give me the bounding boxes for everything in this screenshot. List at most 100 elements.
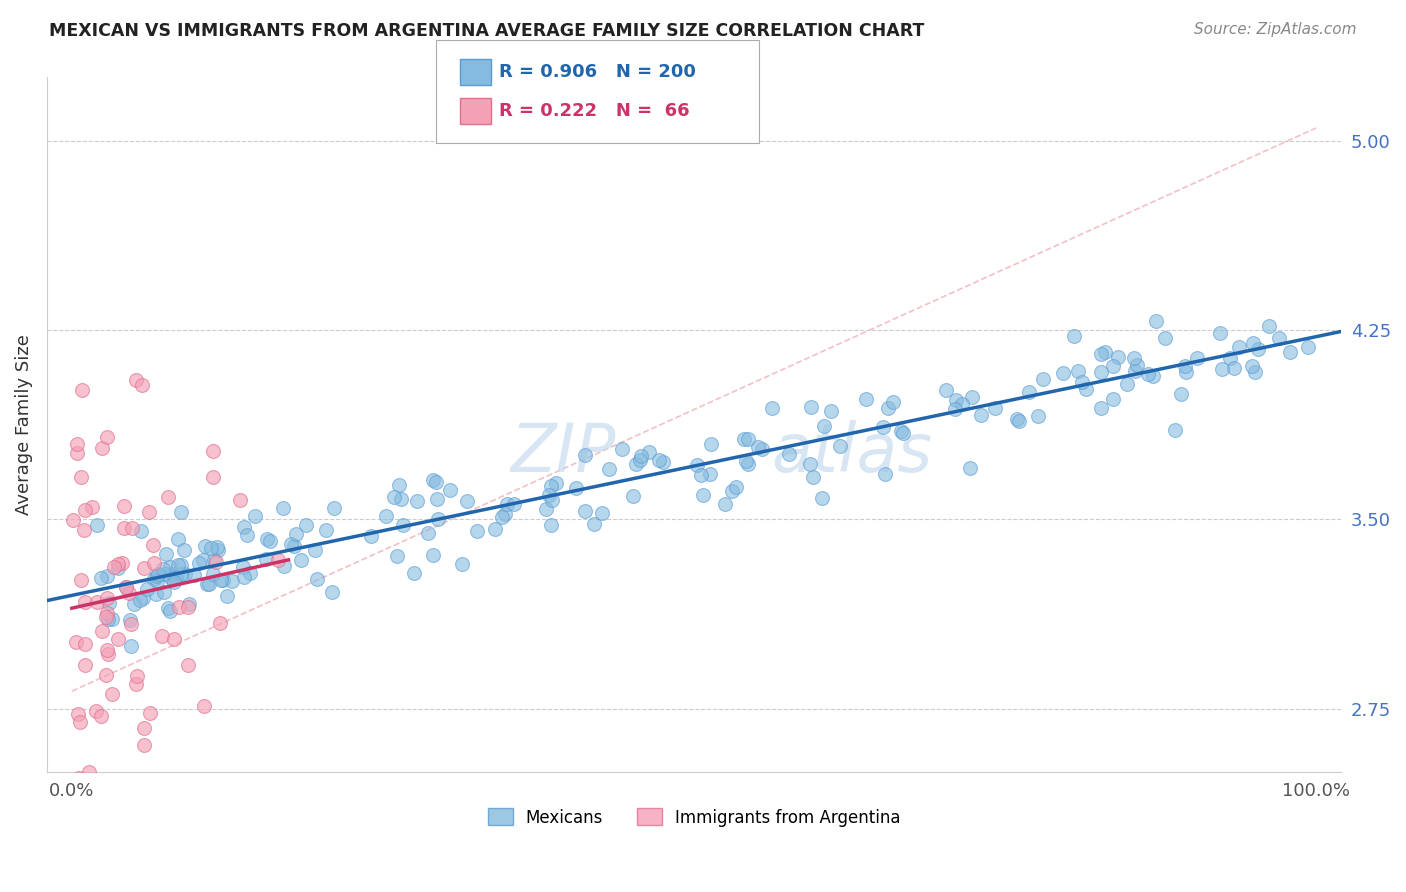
Point [416, 526, 439, 541]
Point [1211, 362, 1233, 376]
Point [153, 566, 176, 581]
Point [90, 441, 112, 455]
Point [1123, 364, 1146, 378]
Point [1094, 344, 1116, 359]
Point [132, 738, 155, 752]
Point [628, 453, 651, 467]
Point [1067, 364, 1090, 378]
Point [208, 615, 231, 630]
Point [259, 534, 281, 549]
Point [624, 457, 647, 471]
Point [100, 612, 122, 626]
Point [828, 439, 851, 453]
Point [799, 458, 821, 472]
Point [170, 558, 193, 573]
Point [1144, 314, 1167, 328]
Point [1209, 326, 1232, 340]
Point [243, 508, 266, 523]
Point [132, 591, 155, 605]
Point [177, 658, 200, 673]
Point [131, 378, 153, 392]
Point [136, 582, 159, 596]
Point [803, 470, 825, 484]
Point [800, 400, 823, 414]
Point [382, 490, 405, 504]
Point [734, 453, 756, 467]
Point [67, 706, 90, 721]
Point [67, 771, 90, 785]
Point [950, 397, 973, 411]
Point [875, 467, 897, 482]
Point [96, 643, 118, 657]
Point [1074, 382, 1097, 396]
Point [98, 596, 121, 610]
Point [142, 538, 165, 552]
Point [692, 488, 714, 502]
Point [205, 540, 228, 554]
Point [582, 517, 605, 532]
Point [166, 558, 188, 572]
Point [591, 506, 613, 520]
Point [86, 704, 108, 718]
Point [156, 491, 179, 505]
Point [148, 566, 170, 581]
Text: atlas: atlas [772, 419, 932, 485]
Point [1052, 366, 1074, 380]
Text: R = 0.222   N =  66: R = 0.222 N = 66 [499, 102, 690, 120]
Point [321, 585, 343, 599]
Point [69, 714, 91, 729]
Point [86, 517, 108, 532]
Point [389, 491, 412, 506]
Point [170, 567, 193, 582]
Point [254, 552, 277, 566]
Point [700, 436, 723, 450]
Point [882, 395, 904, 409]
Point [1142, 368, 1164, 383]
Point [425, 475, 447, 490]
Point [179, 597, 201, 611]
Point [232, 570, 254, 584]
Point [1170, 386, 1192, 401]
Point [124, 677, 146, 691]
Point [652, 455, 675, 469]
Point [138, 505, 160, 519]
Y-axis label: Average Family Size: Average Family Size [15, 334, 32, 516]
Point [751, 442, 773, 457]
Point [107, 557, 129, 571]
Point [855, 392, 877, 407]
Text: MEXICAN VS IMMIGRANTS FROM ARGENTINA AVERAGE FAMILY SIZE CORRELATION CHART: MEXICAN VS IMMIGRANTS FROM ARGENTINA AVE… [49, 22, 925, 40]
Point [404, 566, 426, 580]
Point [82, 500, 104, 515]
Point [70, 573, 93, 587]
Point [540, 518, 562, 533]
Point [75, 658, 97, 673]
Point [1008, 413, 1031, 427]
Point [439, 483, 461, 497]
Point [86, 595, 108, 609]
Point [426, 512, 449, 526]
Point [111, 557, 134, 571]
Point [159, 604, 181, 618]
Point [970, 409, 993, 423]
Point [484, 522, 506, 536]
Point [721, 483, 744, 498]
Point [422, 474, 444, 488]
Point [1223, 361, 1246, 376]
Point [62, 513, 84, 527]
Point [494, 508, 516, 522]
Point [118, 586, 141, 600]
Point [115, 581, 138, 595]
Point [1090, 401, 1112, 416]
Point [173, 543, 195, 558]
Point [935, 383, 957, 397]
Point [166, 533, 188, 547]
Point [215, 589, 238, 603]
Point [1243, 365, 1265, 379]
Point [1026, 409, 1049, 424]
Point [285, 527, 308, 541]
Point [120, 616, 142, 631]
Point [70, 383, 93, 397]
Point [129, 592, 152, 607]
Point [1063, 329, 1085, 343]
Point [290, 552, 312, 566]
